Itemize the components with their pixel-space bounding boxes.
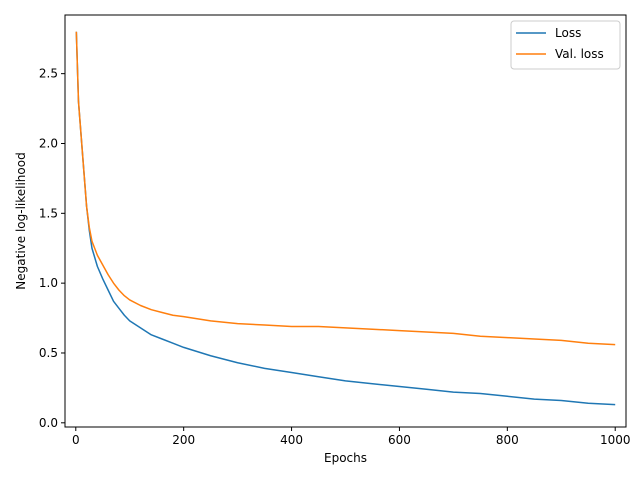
series-line-2 (75, 31, 616, 346)
y-tick-label: 2.5 (39, 67, 58, 81)
y-tick-label: 1.0 (39, 276, 58, 290)
plot-frame (64, 14, 627, 428)
y-tick-label: 1.5 (39, 206, 58, 220)
tick-layer: 0 200 400 600 800 1000 0.0 0.5 1.0 1.5 2.0 2.5 (39, 67, 631, 447)
y-tick-label: 2.0 (39, 136, 58, 150)
x-tick-label: 600 (388, 433, 411, 447)
x-tick-label: 400 (280, 433, 303, 447)
series-layer (75, 31, 616, 406)
y-tick-label: 0.0 (39, 416, 58, 430)
legend-label: Loss (555, 26, 581, 40)
x-tick-label: 0 (72, 433, 80, 447)
x-tick-label: 200 (172, 433, 195, 447)
y-axis-label: Negative log-likelihood (14, 152, 28, 289)
legend: Loss Val. loss (510, 20, 621, 70)
legend-label: Val. loss (555, 47, 604, 61)
series-line-1 (75, 31, 616, 406)
x-axis-label: Epochs (324, 451, 367, 465)
y-tick-label: 0.5 (39, 346, 58, 360)
x-tick-label: 800 (496, 433, 519, 447)
plot-area (65, 15, 626, 427)
x-tick-label: 1000 (600, 433, 631, 447)
